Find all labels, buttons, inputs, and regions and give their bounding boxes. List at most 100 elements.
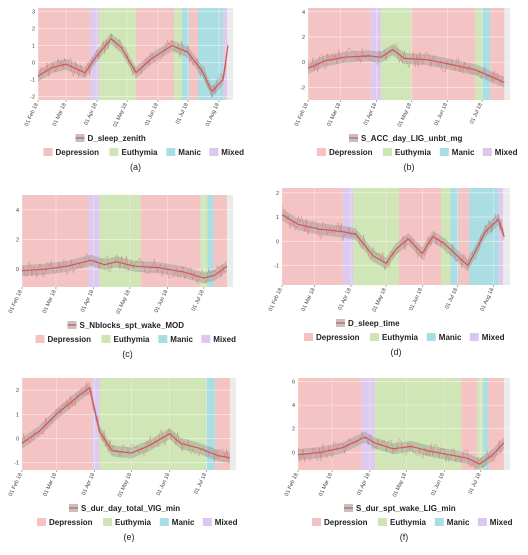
state-legend-key-euthymia bbox=[370, 333, 379, 341]
state-band-mixed bbox=[498, 188, 503, 285]
state-band-manic bbox=[450, 188, 459, 285]
state-band-manic bbox=[182, 8, 189, 100]
state-legend-key-depression bbox=[37, 518, 46, 526]
state-band-euthymia bbox=[441, 188, 451, 285]
trend-line bbox=[297, 436, 505, 465]
x-tick-label: 01 Jul 18 bbox=[469, 102, 484, 125]
state-legend-label-mixed: Mixed bbox=[221, 148, 244, 157]
state-legend-key-depression bbox=[35, 335, 45, 343]
confidence-ribbon bbox=[298, 431, 504, 470]
x-tick-label: 01 Apr 18 bbox=[81, 472, 96, 496]
confidence-ribbon bbox=[282, 208, 505, 272]
state-legend-key-euthymia bbox=[101, 335, 111, 343]
state-legend-key-mixed bbox=[209, 148, 219, 156]
state-legend-label-mixed: Mixed bbox=[495, 148, 518, 157]
state-band-euthymia bbox=[99, 8, 136, 100]
y-tick-label: -2 bbox=[300, 85, 305, 91]
state-legend-label-depression: Depression bbox=[56, 148, 100, 157]
y-tick-label: 6 bbox=[292, 380, 295, 386]
x-tick-label: 01 Aug 18 bbox=[205, 102, 221, 127]
state-band-depression bbox=[136, 8, 174, 100]
state-band-depression bbox=[213, 195, 227, 287]
y-tick-label: 0 bbox=[292, 450, 295, 456]
state-legend-key-manic bbox=[439, 148, 449, 156]
state-legend-label-manic: Manic bbox=[452, 148, 475, 157]
y-tick-label: 2 bbox=[276, 191, 279, 197]
x-tick-label: 01 Mar 18 bbox=[52, 102, 68, 127]
confidence-ribbon bbox=[308, 44, 505, 88]
y-tick-label: 2 bbox=[302, 35, 305, 41]
x-tick-label: 01 Apr 18 bbox=[80, 289, 95, 313]
series-legend-label: D_sleep_time bbox=[348, 319, 400, 328]
chart-panel: -2 -1 0 1 2 3 01 Feb 18 01 Mar 18 01 Apr 18 01 Ma… bbox=[24, 8, 244, 172]
state-band-euthymia bbox=[99, 378, 197, 470]
state-legend-label-manic: Manic bbox=[178, 148, 201, 157]
state-band-mixed bbox=[361, 378, 375, 470]
y-tick-label: -1 bbox=[274, 264, 279, 270]
panel-caption: (c) bbox=[122, 349, 133, 359]
panel-caption: (b) bbox=[404, 162, 415, 172]
state-band-manic bbox=[207, 195, 214, 287]
y-tick-label: 2 bbox=[32, 26, 35, 32]
x-tick-label: 01 Jul 18 bbox=[468, 472, 483, 495]
state-legend-label-depression: Depression bbox=[324, 518, 368, 527]
trend-line bbox=[21, 259, 228, 279]
state-legend-key-depression bbox=[43, 148, 53, 156]
state-band-mixed bbox=[370, 8, 382, 100]
y-tick-label: 2 bbox=[16, 238, 19, 244]
x-tick-label: 01 Jun 18 bbox=[408, 287, 424, 311]
state-band-depression bbox=[398, 188, 442, 285]
x-tick-label: 01 Jun 18 bbox=[433, 102, 449, 126]
state-band-depression bbox=[140, 195, 201, 287]
state-band-mixed bbox=[342, 188, 354, 285]
y-tick-label: 0 bbox=[32, 61, 35, 67]
state-legend-label-euthymia: Euthymia bbox=[115, 518, 152, 527]
state-band-mixed bbox=[223, 8, 227, 100]
state-band-euthymia bbox=[353, 188, 399, 285]
state-legend-key-mixed bbox=[469, 333, 479, 341]
y-tick-label: 4 bbox=[16, 208, 19, 214]
series-legend-label: S_dur_spt_wake_LIG_min bbox=[356, 504, 456, 513]
state-legend-label-mixed: Mixed bbox=[215, 518, 238, 527]
state-band-depression bbox=[411, 8, 476, 100]
y-tick-label: 0 bbox=[16, 437, 19, 443]
state-band-mixed bbox=[90, 8, 99, 100]
state-band-manic bbox=[483, 378, 489, 470]
state-legend-label-manic: Manic bbox=[439, 333, 462, 342]
series-legend-label: D_sleep_zenith bbox=[88, 134, 146, 143]
x-tick-label: 01 Jun 18 bbox=[156, 472, 172, 496]
y-tick-label: -1 bbox=[30, 78, 35, 84]
y-tick-label: 2 bbox=[292, 427, 295, 433]
state-legend-key-euthymia bbox=[103, 518, 112, 526]
state-legend-label-manic: Manic bbox=[447, 518, 470, 527]
x-tick-label: 01 Apr 18 bbox=[337, 287, 352, 311]
x-tick-label: 01 Jun 18 bbox=[430, 472, 446, 496]
confidence-ribbon bbox=[22, 382, 230, 464]
x-tick-label: 01 Apr 18 bbox=[83, 102, 98, 126]
state-legend-label-mixed: Mixed bbox=[482, 333, 505, 342]
raw-signal bbox=[297, 431, 503, 471]
state-band-depression bbox=[38, 8, 90, 100]
state-band-depression bbox=[298, 378, 362, 470]
state-legend-key-manic bbox=[434, 518, 444, 526]
state-legend-key-mixed bbox=[202, 518, 212, 526]
state-band-euthymia bbox=[196, 378, 207, 470]
state-band-depression bbox=[458, 188, 470, 285]
y-tick-label: 2 bbox=[16, 388, 19, 394]
y-tick-label: 4 bbox=[292, 403, 295, 409]
y-tick-label: 0 bbox=[276, 239, 279, 245]
state-band-depression bbox=[22, 378, 93, 470]
state-legend-label-mixed: Mixed bbox=[213, 335, 236, 344]
state-legend-key-manic bbox=[159, 518, 169, 526]
y-tick-label: -2 bbox=[30, 95, 35, 101]
state-legend-key-depression bbox=[312, 518, 321, 526]
state-legend-key-euthymia bbox=[109, 148, 119, 156]
y-tick-label: 1 bbox=[276, 215, 279, 221]
chart-panel: -1 0 1 2 01 Feb 18 01 Mar 18 01 Apr 18 01 May 1… bbox=[268, 188, 510, 357]
state-band-mixed bbox=[92, 378, 100, 470]
x-tick-label: 01 May 18 bbox=[117, 472, 133, 498]
state-band-euthymia bbox=[174, 8, 182, 100]
panel-caption: (f) bbox=[400, 532, 409, 542]
x-tick-label: 01 May 18 bbox=[397, 102, 413, 128]
